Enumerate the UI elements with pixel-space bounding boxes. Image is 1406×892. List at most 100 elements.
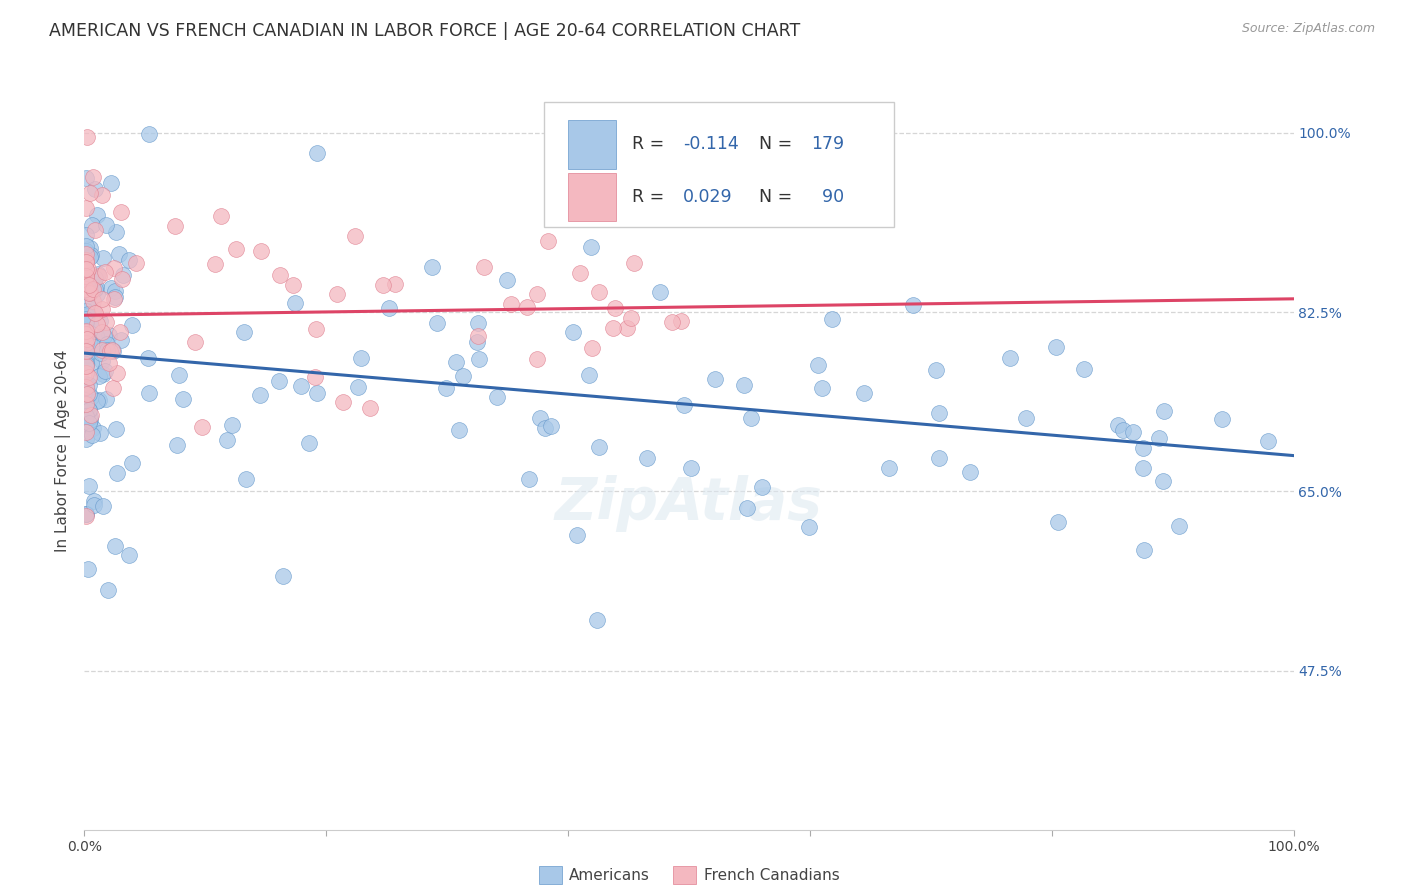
French Canadians [97, 356, 120, 370]
Americans [447, 423, 470, 437]
Americans [1132, 441, 1154, 455]
Americans [76, 309, 98, 323]
Americans [94, 364, 117, 378]
Americans [79, 286, 101, 301]
Americans [75, 244, 97, 259]
French Canadians [359, 401, 381, 415]
Americans [290, 379, 312, 393]
Americans [118, 253, 141, 268]
French Canadians [616, 320, 638, 334]
French Canadians [83, 223, 105, 237]
French Canadians [75, 324, 97, 338]
Americans [797, 520, 820, 534]
Americans [104, 539, 127, 553]
Americans [77, 386, 100, 401]
Americans [84, 280, 107, 294]
French Canadians [619, 311, 641, 326]
French Canadians [304, 322, 326, 336]
Text: N =: N = [759, 188, 797, 206]
French Canadians [75, 282, 97, 296]
French Canadians [82, 282, 104, 296]
Americans [235, 472, 257, 486]
French Canadians [569, 266, 592, 280]
Americans [562, 325, 585, 339]
Americans [83, 494, 105, 508]
Americans [75, 421, 97, 435]
Americans [75, 409, 97, 424]
Americans [75, 507, 97, 521]
Americans [75, 357, 97, 371]
French Canadians [75, 326, 97, 340]
Americans [75, 315, 97, 329]
Americans [1015, 411, 1038, 425]
Americans [350, 351, 373, 366]
FancyBboxPatch shape [568, 120, 616, 169]
Americans [298, 436, 321, 450]
Americans [94, 218, 117, 232]
French Canadians [79, 285, 101, 299]
Americans [434, 381, 457, 395]
Americans [598, 131, 620, 145]
Text: Source: ZipAtlas.com: Source: ZipAtlas.com [1241, 22, 1375, 36]
Americans [269, 375, 291, 389]
Americans [79, 413, 101, 427]
Americans [273, 569, 295, 583]
French Canadians [581, 341, 603, 355]
French Canadians [225, 242, 247, 256]
French Canadians [384, 277, 406, 291]
Americans [959, 465, 981, 479]
Americans [567, 528, 589, 542]
Americans [105, 466, 128, 480]
Americans [96, 343, 118, 358]
Text: N =: N = [759, 136, 797, 153]
Americans [84, 182, 107, 196]
Americans [79, 241, 101, 255]
French Canadians [572, 161, 595, 176]
Americans [928, 406, 950, 420]
Americans [586, 613, 609, 627]
Americans [75, 311, 97, 326]
French Canadians [79, 186, 101, 201]
French Canadians [332, 395, 354, 409]
Legend: Americans, French Canadians: Americans, French Canadians [533, 860, 845, 890]
Americans [138, 386, 160, 401]
Americans [83, 340, 105, 354]
Americans [80, 428, 103, 442]
French Canadians [75, 336, 97, 351]
Americans [1211, 411, 1233, 425]
Americans [75, 358, 97, 372]
French Canadians [76, 130, 98, 145]
French Canadians [80, 408, 103, 422]
Americans [924, 362, 946, 376]
Americans [80, 247, 103, 261]
Americans [426, 316, 449, 330]
Americans [578, 368, 600, 383]
French Canadians [501, 296, 523, 310]
French Canadians [669, 314, 692, 328]
Americans [420, 260, 443, 275]
Americans [727, 202, 749, 217]
Americans [453, 369, 475, 384]
French Canadians [105, 366, 128, 380]
Americans [75, 405, 97, 419]
Americans [87, 267, 110, 281]
Americans [703, 372, 725, 386]
Americans [75, 246, 97, 260]
French Canadians [110, 205, 132, 219]
Americans [485, 390, 508, 404]
Americans [672, 398, 695, 412]
Americans [84, 328, 107, 343]
Americans [169, 368, 191, 382]
Americans [75, 239, 97, 253]
Americans [77, 307, 100, 321]
Text: R =: R = [633, 188, 669, 206]
Americans [305, 385, 328, 400]
French Canadians [75, 366, 97, 380]
Americans [86, 208, 108, 222]
Americans [80, 356, 103, 370]
Americans [636, 451, 658, 466]
French Canadians [91, 292, 114, 306]
Americans [540, 419, 562, 434]
Americans [75, 392, 97, 406]
Text: 179: 179 [811, 136, 844, 153]
